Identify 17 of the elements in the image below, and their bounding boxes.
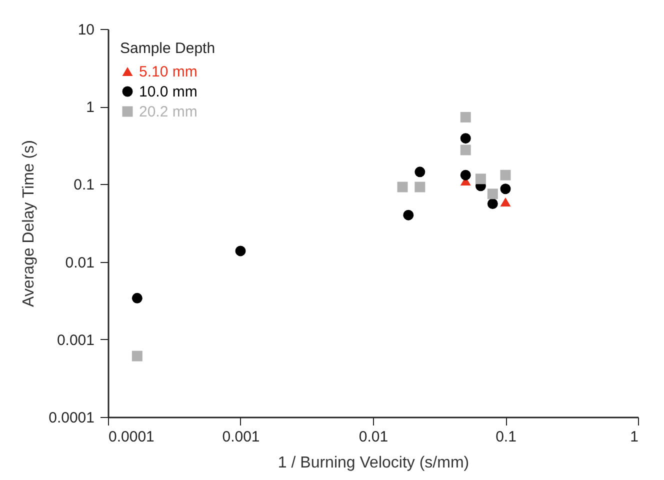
legend-label: 10.0 mm bbox=[139, 84, 198, 100]
legend-label: 5.10 mm bbox=[139, 64, 198, 80]
x-tick-label: 0.01 bbox=[358, 428, 388, 446]
y-tick-label: 1 bbox=[86, 99, 94, 116]
x-tick-label: 0.0001 bbox=[108, 428, 154, 446]
y-tick-label: 10 bbox=[78, 22, 94, 38]
y-tick-label: 0.01 bbox=[65, 254, 94, 272]
x-tick-label: 0.1 bbox=[496, 428, 516, 446]
y-tick-label: 0.001 bbox=[56, 332, 94, 349]
legend-label: 20.2 mm bbox=[139, 104, 198, 120]
y-tick-label: 0.0001 bbox=[48, 410, 94, 426]
x-tick-label: 0.001 bbox=[222, 428, 260, 446]
x-tick-label: 1 bbox=[630, 428, 638, 446]
y-tick-label: 0.1 bbox=[74, 176, 94, 194]
y-axis-title: Average Delay Time (s) bbox=[20, 140, 38, 307]
legend-title: Sample Depth bbox=[120, 40, 216, 57]
x-axis-title: 1 / Burning Velocity (s/mm) bbox=[278, 454, 470, 472]
